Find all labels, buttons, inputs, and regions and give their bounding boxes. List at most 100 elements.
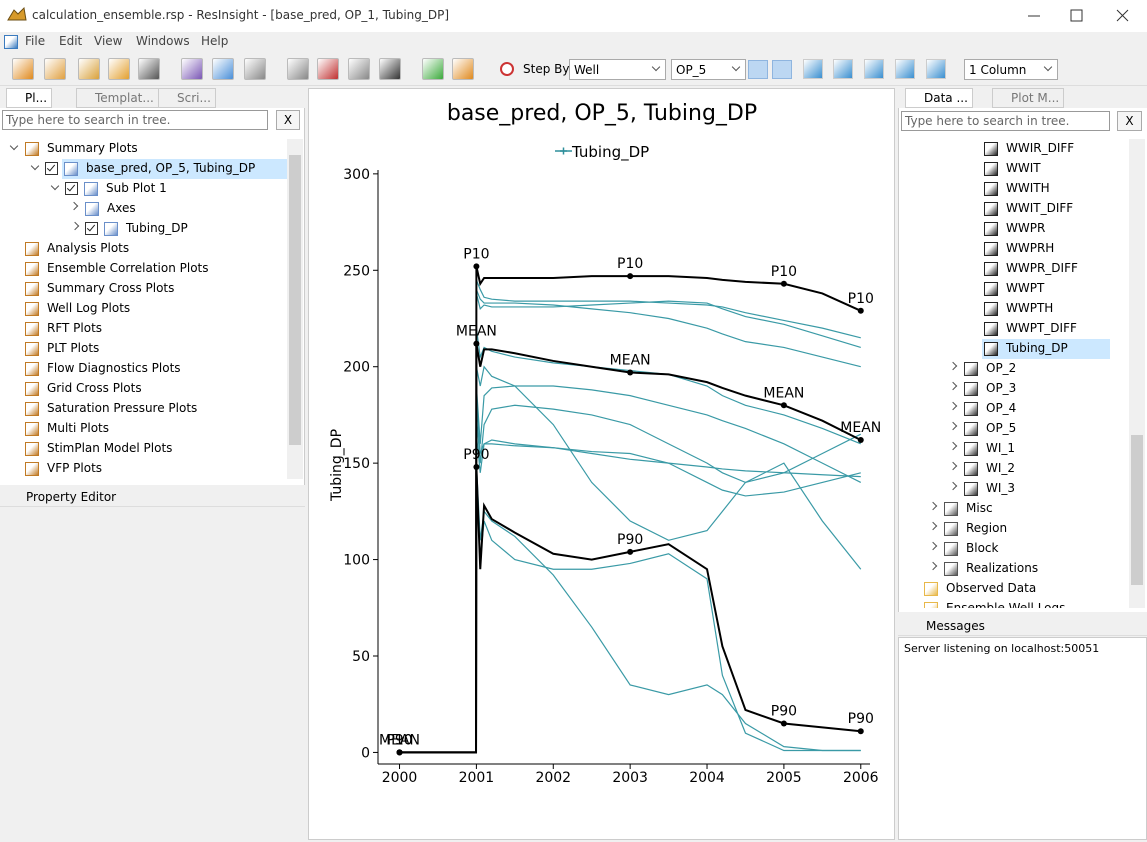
panel-tab[interactable]: Pl... — [6, 88, 53, 108]
expander[interactable] — [928, 521, 938, 531]
tree-item[interactable]: Well Log Plots — [47, 301, 131, 315]
tree-item[interactable]: WWPT_DIFF — [1006, 321, 1077, 335]
panel-tab[interactable]: Templat... — [76, 88, 159, 108]
tree-item[interactable]: base_pred, OP_5, Tubing_DP — [86, 161, 256, 175]
expander[interactable] — [30, 161, 40, 171]
tree-item[interactable]: OP_5 — [986, 421, 1017, 435]
tree-item[interactable]: Sub Plot 1 — [106, 181, 167, 195]
toolbar-button[interactable] — [138, 58, 160, 80]
toolbar-button[interactable] — [287, 58, 309, 80]
toolbar-button[interactable] — [864, 59, 884, 79]
search-box[interactable]: Type here to search in tree. — [2, 110, 268, 130]
close-button[interactable] — [1116, 9, 1129, 22]
tree-item[interactable]: Misc — [966, 501, 993, 515]
expander[interactable] — [948, 401, 958, 411]
tree-item[interactable]: WWIT_DIFF — [1006, 201, 1074, 215]
maximize-button[interactable] — [1070, 9, 1083, 22]
search-clear[interactable]: X — [1117, 111, 1142, 131]
toolbar-button[interactable] — [44, 58, 66, 80]
expander[interactable] — [948, 461, 958, 471]
dropdown[interactable]: OP_5 — [671, 59, 746, 80]
tree-item[interactable]: Axes — [107, 201, 136, 215]
toolbar-button[interactable] — [108, 58, 130, 80]
toolbar-button[interactable] — [317, 58, 339, 80]
panel-tab[interactable]: Scri... — [158, 88, 216, 108]
menu-item[interactable]: Windows — [136, 34, 190, 48]
expander[interactable] — [928, 501, 938, 511]
tree-item[interactable]: PLT Plots — [47, 341, 100, 355]
menu-item[interactable]: Edit — [59, 34, 83, 48]
toolbar-button[interactable] — [803, 59, 823, 79]
tree-item[interactable]: Flow Diagnostics Plots — [47, 361, 181, 375]
expander[interactable] — [948, 441, 958, 451]
toolbar-button[interactable] — [926, 59, 946, 79]
tree-item[interactable]: WI_2 — [986, 461, 1016, 475]
toolbar-button[interactable] — [895, 59, 915, 79]
tree-item[interactable]: Realizations — [966, 561, 1039, 575]
search-box[interactable]: Type here to search in tree. — [901, 111, 1110, 131]
tree-item[interactable]: OP_3 — [986, 381, 1017, 395]
toolbar-button[interactable] — [12, 58, 34, 80]
dropdown[interactable]: Well — [569, 59, 666, 80]
nav-button[interactable] — [772, 60, 792, 79]
tree-item[interactable]: WWIT — [1006, 161, 1041, 175]
tree-item[interactable]: WWITH — [1006, 181, 1050, 195]
toolbar-button[interactable] — [452, 58, 474, 80]
tree-item[interactable]: Multi Plots — [47, 421, 110, 435]
panel-tab[interactable]: Data ... — [905, 88, 973, 108]
checkbox[interactable] — [45, 162, 58, 175]
nav-button[interactable] — [748, 60, 768, 79]
tree-item[interactable]: WWPRH — [1006, 241, 1055, 255]
toolbar-button[interactable] — [833, 59, 853, 79]
expander[interactable] — [928, 561, 938, 571]
checkbox[interactable] — [65, 182, 78, 195]
expander[interactable] — [948, 381, 958, 391]
tree-item[interactable]: Tubing_DP — [126, 221, 188, 235]
tree-item[interactable]: WWPT — [1006, 281, 1045, 295]
tree-item[interactable]: Ensemble Correlation Plots — [47, 261, 209, 275]
tree-item[interactable]: OP_4 — [986, 401, 1017, 415]
expander[interactable] — [948, 361, 958, 371]
expander[interactable] — [50, 181, 60, 191]
expander[interactable] — [70, 221, 80, 231]
tree-item[interactable]: RFT Plots — [47, 321, 103, 335]
tree-item[interactable]: Block — [966, 541, 999, 555]
expander[interactable] — [928, 541, 938, 551]
expander[interactable] — [948, 481, 958, 491]
tree-item[interactable]: Tubing_DP — [1006, 341, 1068, 355]
expander[interactable] — [651, 62, 661, 72]
toolbar-button[interactable] — [78, 58, 100, 80]
tree-item[interactable]: WWIR_DIFF — [1006, 141, 1075, 155]
tree-item[interactable]: Region — [966, 521, 1008, 535]
tree-item[interactable]: Analysis Plots — [47, 241, 130, 255]
expander[interactable] — [731, 62, 741, 72]
toolbar-button[interactable] — [379, 58, 401, 80]
toolbar-button[interactable] — [244, 58, 266, 80]
toolbar-button[interactable] — [181, 58, 203, 80]
expander[interactable] — [948, 421, 958, 431]
expander[interactable] — [69, 201, 79, 211]
tree-item[interactable]: StimPlan Model Plots — [47, 441, 173, 455]
expander[interactable] — [9, 141, 19, 151]
menu-item[interactable]: View — [94, 34, 123, 48]
dropdown[interactable]: 1 Column — [964, 59, 1058, 80]
menu-item[interactable]: Help — [201, 34, 229, 48]
checkbox[interactable] — [85, 222, 98, 235]
toolbar-button[interactable] — [422, 58, 444, 80]
tree-item[interactable]: Grid Cross Plots — [47, 381, 142, 395]
tree-item[interactable]: OP_2 — [986, 361, 1017, 375]
tree-item[interactable]: Saturation Pressure Plots — [47, 401, 198, 415]
tree-item[interactable]: WWPTH — [1006, 301, 1054, 315]
tree-item[interactable]: WWPR_DIFF — [1006, 261, 1078, 275]
toolbar-button[interactable] — [212, 58, 234, 80]
tree-item[interactable]: WI_1 — [986, 441, 1016, 455]
tree-item[interactable]: WWPR — [1006, 221, 1046, 235]
tree-item[interactable]: VFP Plots — [47, 461, 103, 475]
menu-item[interactable]: File — [25, 34, 46, 48]
toolbar-button[interactable] — [348, 58, 370, 80]
tree-item[interactable]: Ensemble Well Logs — [946, 601, 1066, 608]
tree-item[interactable]: Summary Cross Plots — [47, 281, 175, 295]
tree-item[interactable]: WI_3 — [986, 481, 1016, 495]
search-clear[interactable]: X — [276, 110, 300, 130]
panel-tab[interactable]: Plot M... — [992, 88, 1065, 108]
